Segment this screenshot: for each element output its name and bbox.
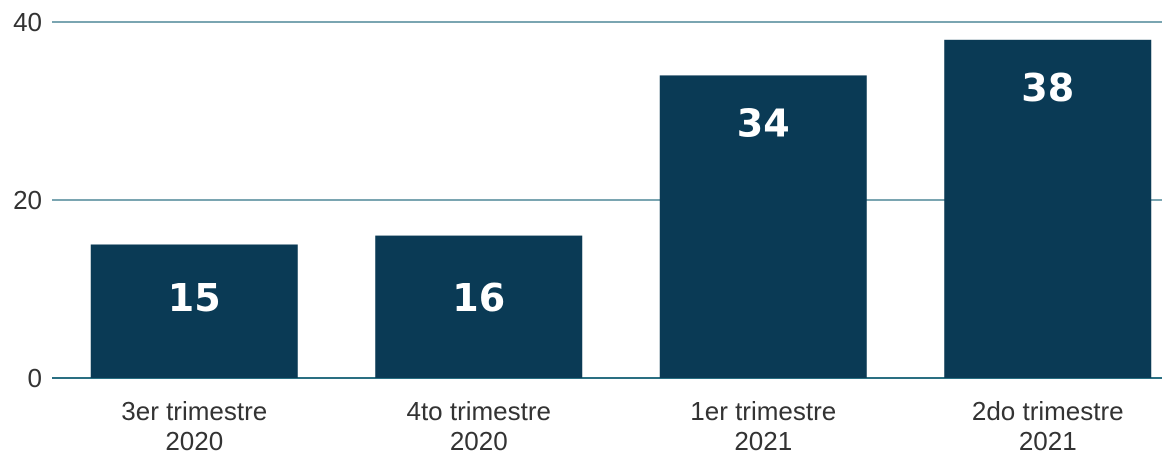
x-category-label: 1er trimestre [690,396,836,426]
bar [659,75,867,379]
x-category-label: 2020 [450,426,508,456]
y-tick-label: 40 [13,7,42,37]
bar [90,244,298,378]
y-tick-label: 0 [28,363,42,393]
bars [90,39,1152,379]
x-category-label: 2020 [165,426,223,456]
x-category-label: 2021 [1019,426,1077,456]
bar-value-label: 34 [737,101,790,145]
bar-value-label: 16 [452,276,505,320]
bar [375,235,583,378]
y-axis-tick-labels: 0 20 40 [13,7,42,393]
bar-value-label: 15 [168,276,221,320]
x-category-label: 2021 [734,426,792,456]
x-category-label: 4to trimestre [407,396,552,426]
x-category-label: 3er trimestre [121,396,267,426]
y-tick-label: 20 [13,185,42,215]
bar [944,39,1152,379]
bar-value-label: 38 [1021,66,1074,110]
x-category-label: 2do trimestre [972,396,1124,426]
data-labels: 15 16 34 38 [168,66,1074,320]
